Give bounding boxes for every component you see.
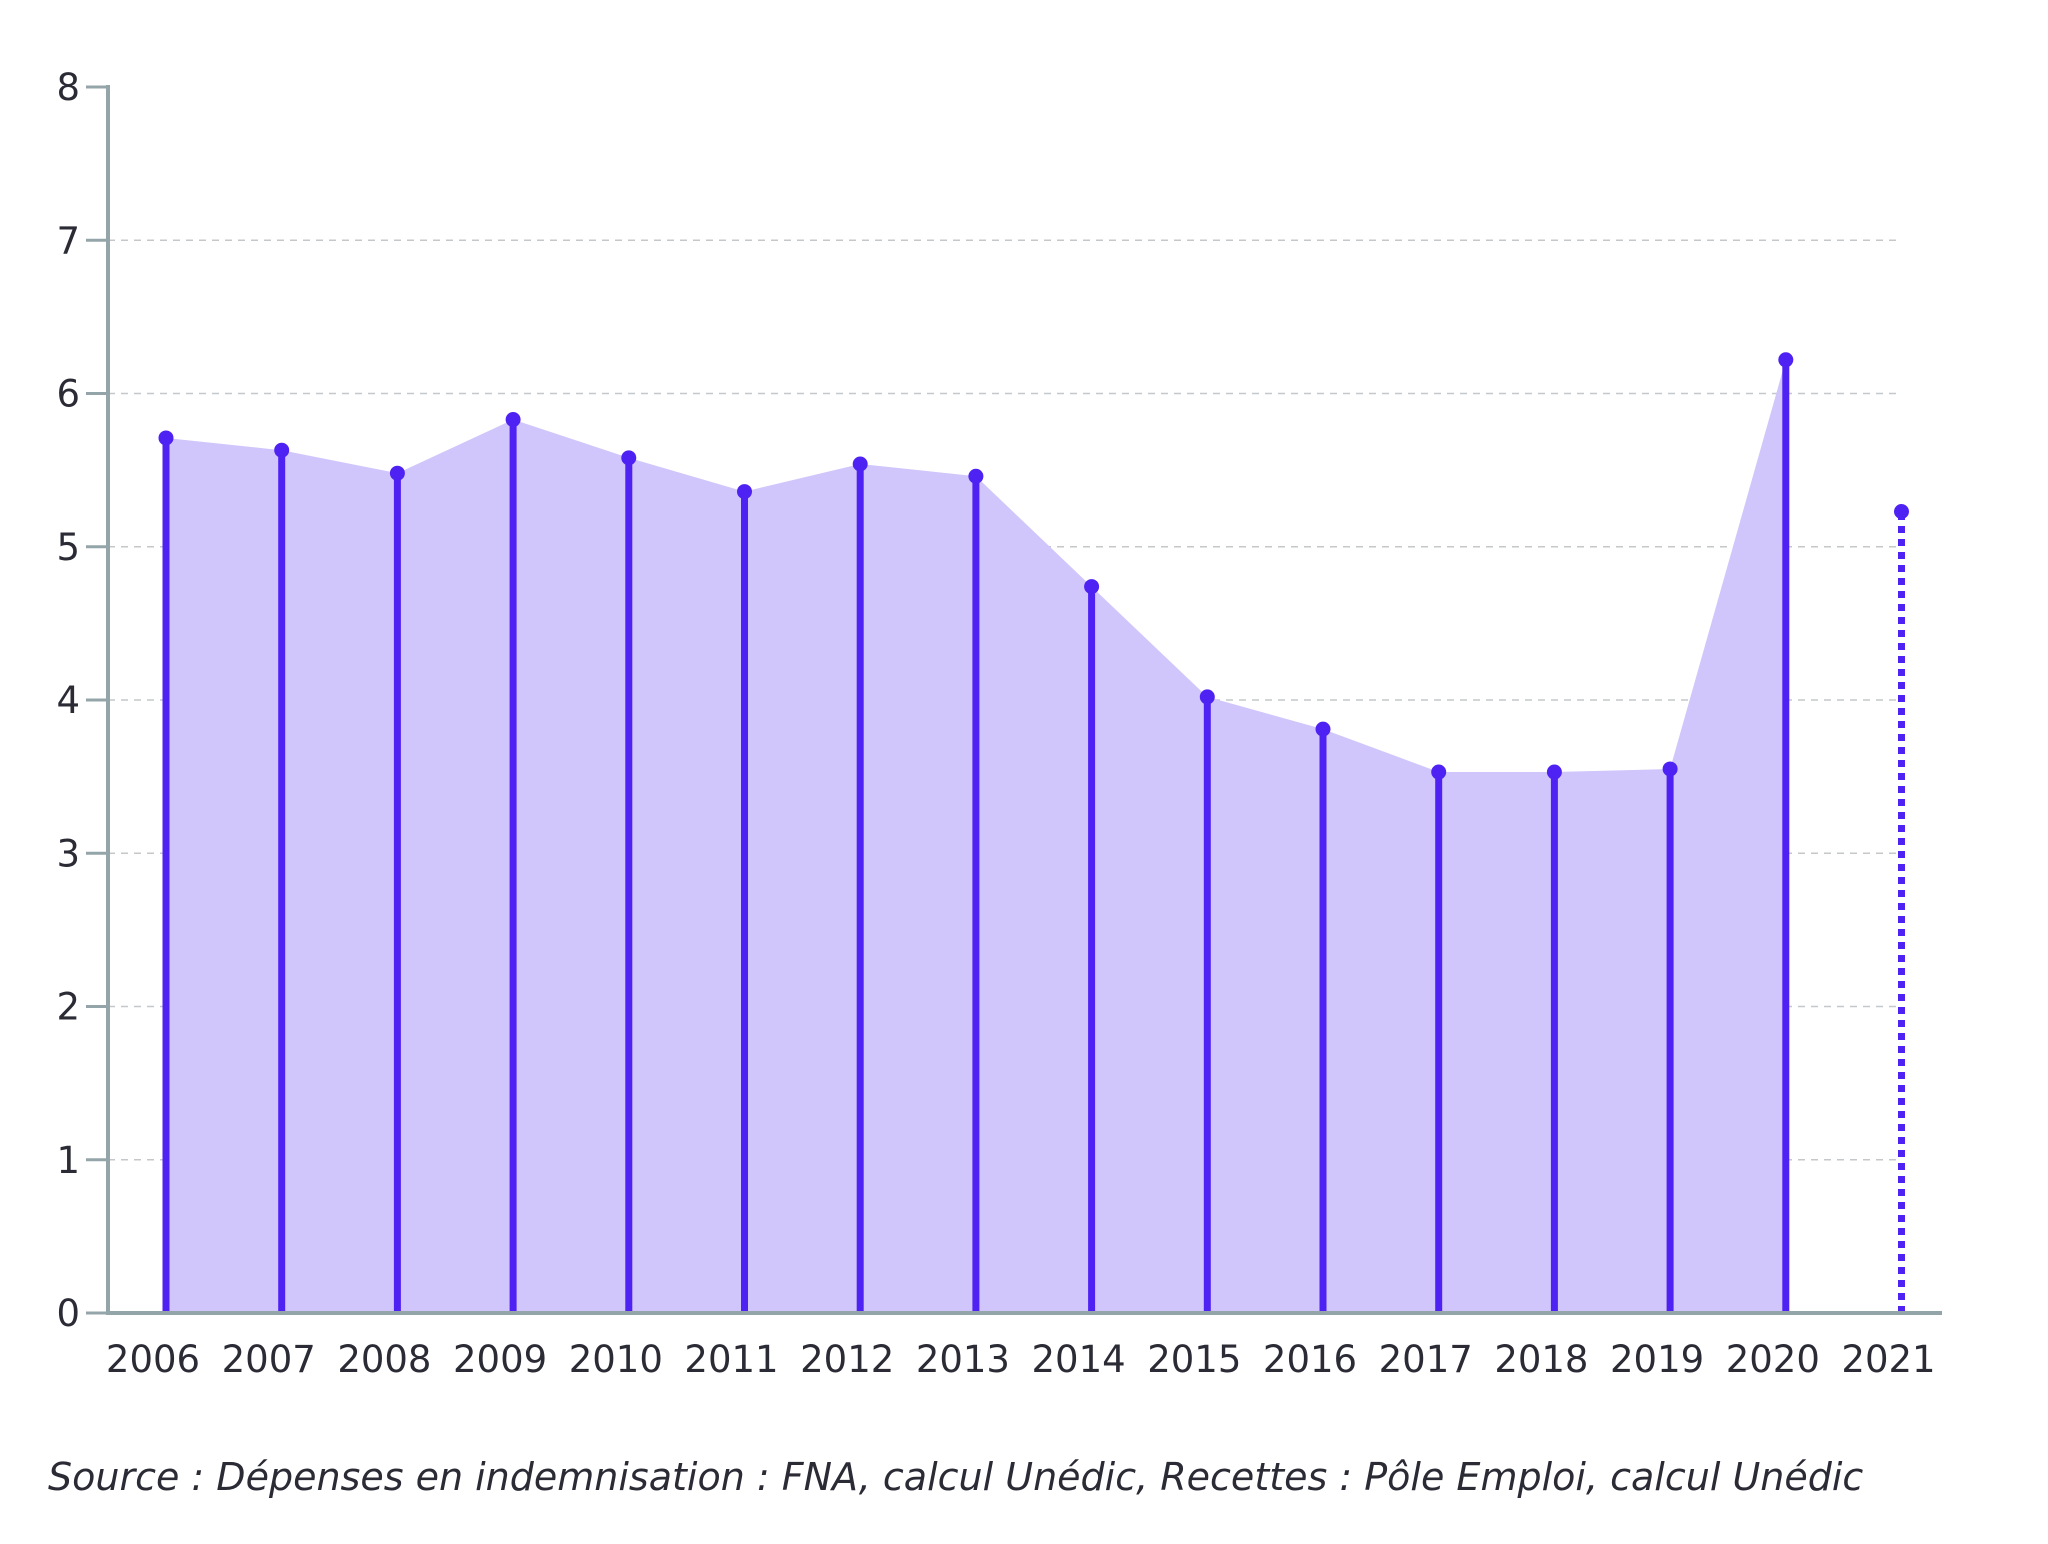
x-tick-label: 2020 — [1726, 1338, 1820, 1381]
data-point — [1084, 579, 1100, 595]
x-tick-label: 2015 — [1147, 1338, 1241, 1381]
data-point — [1778, 352, 1794, 368]
y-tick-label: 4 — [56, 679, 80, 722]
x-tick-label: 2016 — [1263, 1338, 1357, 1381]
x-tick-label: 2021 — [1841, 1338, 1935, 1381]
data-point — [1199, 689, 1215, 705]
x-axis-ticks: 2006 2007 2008 2009 2010 2011 2012 2013 2014 2015… — [106, 1338, 1936, 1381]
x-tick-label: 2014 — [1032, 1338, 1126, 1381]
x-tick-label: 2013 — [916, 1338, 1010, 1381]
y-tick-label: 0 — [56, 1292, 80, 1335]
data-point — [1315, 721, 1331, 737]
x-tick-label: 2017 — [1379, 1338, 1473, 1381]
data-point — [737, 484, 752, 500]
data-point — [968, 468, 984, 484]
x-tick-label: 2010 — [569, 1338, 663, 1381]
x-tick-label: 2009 — [453, 1338, 547, 1381]
y-tick-label: 6 — [56, 373, 80, 416]
x-tick-label: 2008 — [337, 1338, 431, 1381]
x-tick-label: 2007 — [222, 1338, 316, 1381]
data-point — [852, 456, 868, 472]
y-tick-label: 7 — [56, 219, 80, 262]
data-point — [1662, 761, 1678, 777]
data-points — [158, 352, 1909, 780]
y-tick-label: 2 — [56, 986, 80, 1029]
x-tick-label: 2012 — [800, 1338, 894, 1381]
y-tick-label: 8 — [56, 66, 80, 109]
y-tick-label: 3 — [56, 832, 80, 875]
data-point — [274, 442, 290, 458]
data-point — [505, 412, 521, 428]
data-point — [389, 465, 405, 481]
data-point — [1431, 764, 1447, 780]
stems — [162, 359, 1905, 1313]
y-tick-label: 5 — [56, 526, 80, 569]
data-point — [621, 450, 637, 466]
y-axis-ticks: 0 1 2 3 4 5 6 7 8 — [56, 66, 108, 1335]
data-point — [158, 430, 174, 446]
data-point — [1894, 504, 1909, 520]
data-point — [1546, 764, 1562, 780]
x-tick-label: 2011 — [684, 1338, 778, 1381]
y-tick-label: 1 — [56, 1139, 80, 1182]
x-tick-label: 2019 — [1610, 1338, 1704, 1381]
x-tick-label: 2006 — [106, 1338, 200, 1381]
x-tick-label: 2018 — [1494, 1338, 1588, 1381]
source-note: Source : Dépenses en indemnisation : FNA… — [48, 1455, 1864, 1499]
